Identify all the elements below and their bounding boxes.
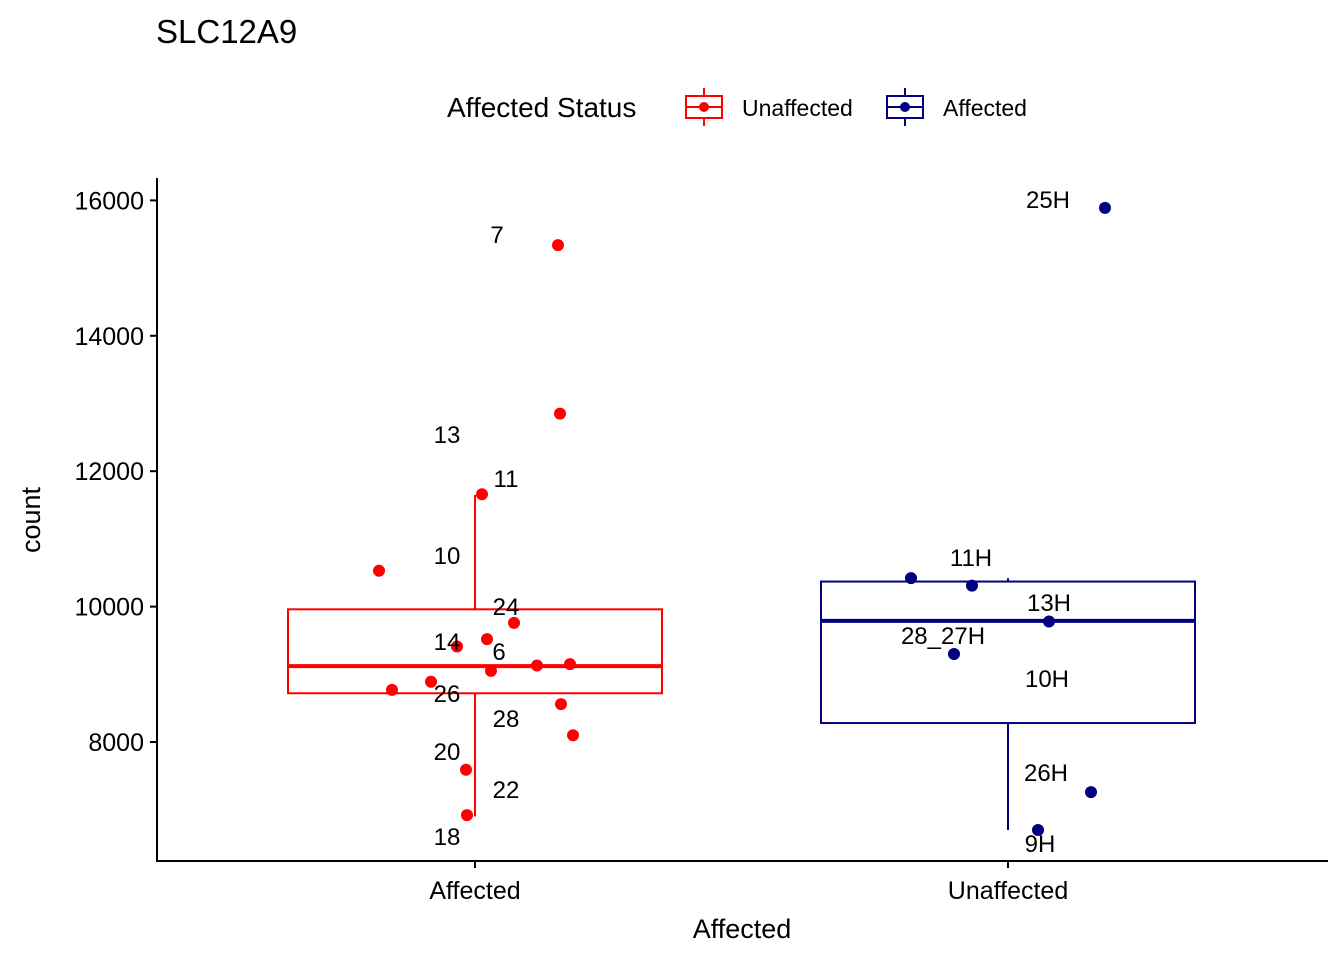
chart-title: SLC12A9 (156, 13, 297, 50)
point-label: 13 (434, 422, 461, 449)
point-label: 22 (493, 777, 520, 804)
points-layer (373, 201, 1111, 837)
data-point (386, 683, 398, 696)
axes (156, 178, 1328, 862)
y-tick-label: 16000 (74, 187, 144, 215)
data-point (1099, 201, 1111, 214)
point-label: 6 (492, 639, 505, 666)
y-tick-label: 12000 (74, 458, 144, 486)
box (820, 580, 1196, 725)
boxplot-affected (287, 494, 663, 817)
point-label: 7 (490, 222, 503, 249)
point-label: 10 (434, 543, 461, 570)
point-label: 26H (1024, 760, 1068, 787)
point-label: 10H (1025, 666, 1069, 693)
legend-label-affected: Affected (943, 95, 1027, 121)
data-point (1043, 615, 1055, 628)
point-label: 11H (950, 545, 992, 572)
data-point (567, 729, 579, 742)
point-label: 28 (493, 706, 520, 733)
point-labels-layer: 7 13 11 10 24 14 6 26 28 20 22 18 25H 11H 13H 28_27H 10H… (434, 187, 1071, 858)
data-point (966, 579, 978, 592)
point-label: 20 (434, 739, 461, 766)
point-label: 24 (493, 594, 520, 621)
data-point (460, 763, 472, 776)
data-point (1032, 824, 1044, 837)
y-tick-label: 14000 (74, 323, 144, 351)
boxplot-unaffected (820, 578, 1196, 831)
point-label: 28_27H (901, 623, 985, 650)
point-label: 11 (494, 466, 519, 493)
data-point (531, 659, 543, 672)
data-point (451, 640, 463, 653)
data-point (508, 616, 520, 629)
data-point (1085, 786, 1097, 799)
box (287, 608, 663, 695)
x-tick-label: Affected (429, 877, 520, 905)
boxes-layer (287, 494, 1196, 831)
legend-key-affected (886, 88, 924, 126)
data-point (373, 564, 385, 577)
data-point (425, 675, 437, 688)
x-tick-label: Unaffected (948, 877, 1068, 905)
point-label: 9H (1025, 831, 1056, 858)
data-point (554, 407, 566, 420)
y-ticks: 8000 10000 12000 14000 16000 (74, 187, 157, 757)
data-point (905, 572, 917, 585)
y-axis-title: count (16, 486, 46, 553)
data-point (564, 658, 576, 671)
legend-key-unaffected (685, 88, 723, 126)
point-label: 25H (1026, 187, 1070, 214)
data-point (552, 239, 564, 252)
legend-label-unaffected: Unaffected (742, 95, 853, 121)
point-label: 13H (1027, 590, 1071, 617)
data-point (476, 488, 488, 501)
y-tick-label: 10000 (74, 594, 144, 622)
y-tick-label: 8000 (88, 729, 144, 757)
data-point (481, 633, 493, 646)
legend-title: Affected Status (447, 92, 636, 123)
point-label: 14 (434, 629, 461, 656)
data-point (948, 647, 960, 660)
x-axis-title: Affected (693, 914, 792, 944)
data-point (485, 664, 497, 677)
legend: Affected Status Unaffected Affected (447, 88, 1027, 126)
data-point (461, 809, 473, 822)
point-label: 18 (434, 824, 461, 851)
x-ticks: Affected Unaffected (429, 861, 1068, 905)
data-point (555, 698, 567, 711)
point-label: 26 (434, 681, 461, 708)
